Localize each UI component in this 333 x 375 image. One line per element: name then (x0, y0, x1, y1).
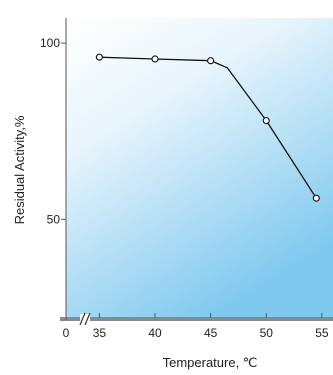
data-point-40 (151, 55, 159, 63)
plot-area-background (66, 18, 333, 318)
x-tick-label-45: 45 (204, 326, 218, 340)
x-axis-line (60, 317, 333, 321)
data-point-50 (262, 117, 270, 125)
x-axis-label: Temperature, ℃ (163, 355, 258, 370)
data-point-45 (207, 57, 215, 65)
series (95, 53, 320, 202)
x-tick-label-40: 40 (148, 326, 162, 340)
series-line (99, 56, 317, 199)
y-tick-label-50: 50 (47, 212, 61, 226)
y-tick-label-100: 100 (40, 36, 60, 50)
axes (60, 18, 333, 326)
y-axis-label: Residual Activity,% (12, 115, 27, 224)
x-tick-label-55: 55 (315, 326, 329, 340)
data-point-35 (95, 53, 103, 61)
ticks: 0 35 40 45 50 55 50 100 (40, 36, 329, 340)
x-tick-label-50: 50 (260, 326, 274, 340)
axis-break-mark (79, 312, 91, 326)
x-tick-label-35: 35 (93, 326, 107, 340)
data-point-54.5 (312, 194, 320, 202)
x-tick-label-0: 0 (63, 326, 70, 340)
